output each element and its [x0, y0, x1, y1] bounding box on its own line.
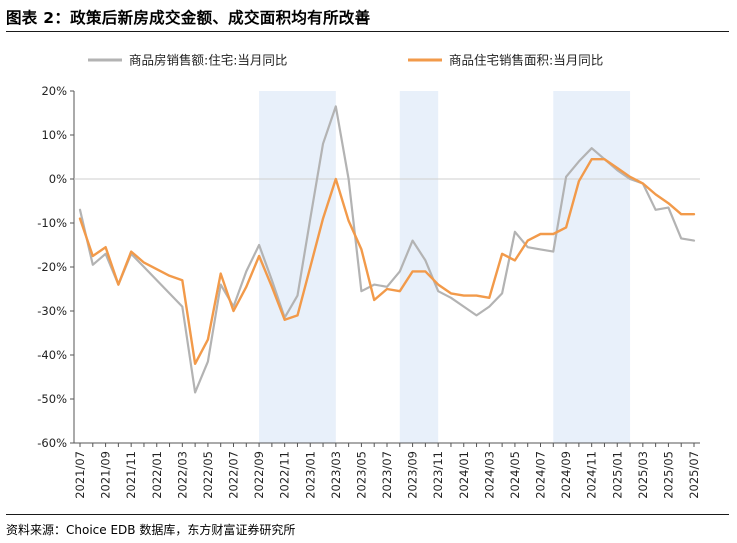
shaded-period-2 [399, 91, 439, 443]
x-tick-label: 2022/01 [150, 451, 164, 499]
x-tick-label: 2023/03 [329, 451, 343, 499]
y-tick-label: 10% [41, 128, 67, 142]
axes: 20% 10% 0% -10% -20% -30% -40% -50% -60% 2021/07 2… [37, 84, 701, 499]
x-tick-label: 2023/01 [303, 451, 317, 499]
x-tick-label: 2021/07 [73, 451, 87, 499]
x-tick-label: 2021/11 [124, 451, 138, 499]
x-tick-label: 2023/09 [406, 451, 420, 499]
y-tick-label: 20% [41, 84, 67, 98]
x-tick-label: 2022/07 [227, 451, 241, 499]
series-lines [78, 105, 696, 394]
x-tick-label: 2023/07 [380, 451, 394, 499]
x-tick-label: 2022/09 [252, 451, 266, 499]
y-tick-label: -20% [37, 260, 67, 274]
x-tick-label: 2022/03 [175, 451, 189, 499]
source-note: 资料来源：Choice EDB 数据库，东方财富证券研究所 [6, 523, 296, 537]
y-tick-label: -60% [37, 436, 67, 450]
y-tick-label: -40% [37, 348, 67, 362]
x-tick-label: 2025/07 [687, 451, 701, 499]
x-tick-label: 2024/01 [457, 451, 471, 499]
x-tick-label: 2025/03 [636, 451, 650, 499]
x-tick-label: 2024/09 [559, 451, 573, 499]
figure-title: 图表 2：政策后新房成交金额、成交面积均有所改善 [6, 9, 371, 27]
line-chart: 20% 10% 0% -10% -20% -30% -40% -50% -60% 2021/07 2… [37, 53, 701, 499]
series-line-1 [78, 105, 696, 394]
y-tick-label: -50% [37, 392, 67, 406]
x-tick-label: 2024/05 [508, 451, 522, 499]
x-tick-label: 2023/05 [354, 451, 368, 499]
legend-label-1: 商品房销售额:住宅:当月同比 [129, 53, 287, 68]
x-tick-label: 2021/09 [99, 451, 113, 499]
x-tick-label: 2022/05 [201, 451, 215, 499]
y-tick-label: 0% [49, 172, 67, 186]
x-tick-label: 2025/01 [610, 451, 624, 499]
x-tick-label: 2023/11 [431, 451, 445, 499]
x-tick-label: 2024/07 [534, 451, 548, 499]
series-line-2 [78, 157, 696, 365]
y-tick-label: -10% [37, 216, 67, 230]
shaded-period-3 [553, 91, 631, 443]
x-tick-label: 2024/03 [482, 451, 496, 499]
legend-label-2: 商品住宅销售面积:当月同比 [449, 53, 603, 68]
legend: 商品房销售额:住宅:当月同比 商品住宅销售面积:当月同比 [88, 53, 603, 68]
shaded-period-1 [259, 91, 336, 443]
x-tick-label: 2024/11 [585, 451, 599, 499]
x-tick-label: 2025/05 [661, 451, 675, 499]
source-rule [6, 514, 729, 515]
title-rule [6, 31, 729, 32]
y-tick-label: -30% [37, 304, 67, 318]
policy-shading-layer [259, 91, 631, 443]
x-tick-label: 2022/11 [278, 451, 292, 499]
